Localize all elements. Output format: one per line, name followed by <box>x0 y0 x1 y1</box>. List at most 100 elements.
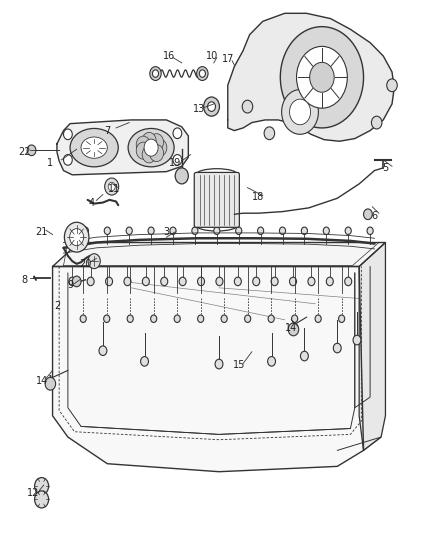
Circle shape <box>236 227 242 235</box>
Circle shape <box>141 357 148 366</box>
Circle shape <box>279 227 286 235</box>
Polygon shape <box>53 266 364 472</box>
Circle shape <box>152 70 159 77</box>
Circle shape <box>387 79 397 92</box>
Circle shape <box>323 227 329 235</box>
Circle shape <box>87 277 94 286</box>
Polygon shape <box>57 120 188 175</box>
Circle shape <box>300 351 308 361</box>
Text: 21: 21 <box>35 227 48 237</box>
FancyBboxPatch shape <box>194 173 239 227</box>
Circle shape <box>72 276 81 287</box>
Circle shape <box>108 182 115 191</box>
Circle shape <box>105 178 119 195</box>
Polygon shape <box>228 13 394 141</box>
Circle shape <box>104 315 110 322</box>
Circle shape <box>45 377 56 390</box>
Text: 5: 5 <box>382 163 389 173</box>
Circle shape <box>82 227 88 235</box>
Circle shape <box>175 168 188 184</box>
Text: 8: 8 <box>21 275 27 285</box>
Circle shape <box>216 277 223 286</box>
Circle shape <box>144 139 158 156</box>
Circle shape <box>80 315 86 322</box>
Circle shape <box>199 70 205 77</box>
Text: 18: 18 <box>252 192 265 202</box>
Circle shape <box>153 139 167 156</box>
Circle shape <box>234 277 241 286</box>
Text: 6: 6 <box>371 211 378 221</box>
Circle shape <box>142 146 156 163</box>
Circle shape <box>345 277 352 286</box>
Circle shape <box>280 27 364 128</box>
Circle shape <box>170 227 176 235</box>
Circle shape <box>197 67 208 80</box>
Text: 4: 4 <box>89 198 95 207</box>
Circle shape <box>353 335 361 345</box>
Circle shape <box>142 132 156 149</box>
Ellipse shape <box>70 128 118 167</box>
Circle shape <box>136 136 150 153</box>
Text: 3: 3 <box>163 227 170 237</box>
Circle shape <box>339 315 345 322</box>
Circle shape <box>297 46 347 108</box>
Circle shape <box>221 315 227 322</box>
Circle shape <box>364 209 372 220</box>
Circle shape <box>64 155 72 165</box>
Circle shape <box>290 99 311 125</box>
Text: 22: 22 <box>18 147 30 157</box>
Circle shape <box>333 343 341 353</box>
Circle shape <box>367 227 373 235</box>
Text: 9: 9 <box>67 280 73 290</box>
Circle shape <box>268 357 276 366</box>
Circle shape <box>253 277 260 286</box>
Circle shape <box>179 277 186 286</box>
Text: 10: 10 <box>206 51 219 61</box>
Circle shape <box>142 277 149 286</box>
Ellipse shape <box>81 137 107 158</box>
Circle shape <box>308 277 315 286</box>
Ellipse shape <box>128 128 174 167</box>
Circle shape <box>290 277 297 286</box>
Circle shape <box>215 359 223 369</box>
Circle shape <box>148 227 154 235</box>
Text: 1: 1 <box>47 158 53 167</box>
Circle shape <box>136 142 150 159</box>
Circle shape <box>198 315 204 322</box>
Circle shape <box>208 102 215 111</box>
Circle shape <box>35 491 49 508</box>
Circle shape <box>268 315 274 322</box>
Circle shape <box>214 227 220 235</box>
Circle shape <box>69 277 76 286</box>
Circle shape <box>99 346 107 356</box>
Circle shape <box>173 155 182 165</box>
Circle shape <box>149 144 163 161</box>
Circle shape <box>106 277 113 286</box>
Circle shape <box>264 127 275 140</box>
Circle shape <box>258 227 264 235</box>
Circle shape <box>204 97 219 116</box>
Text: 20: 20 <box>79 259 92 269</box>
Circle shape <box>149 134 163 151</box>
Polygon shape <box>359 243 385 450</box>
Text: 7: 7 <box>104 126 110 135</box>
Circle shape <box>282 90 318 134</box>
Text: 15: 15 <box>233 360 245 370</box>
Circle shape <box>310 62 334 92</box>
Circle shape <box>198 277 205 286</box>
Circle shape <box>288 323 299 336</box>
Circle shape <box>192 227 198 235</box>
Circle shape <box>64 222 89 252</box>
Polygon shape <box>53 243 385 266</box>
Circle shape <box>371 116 382 129</box>
Circle shape <box>244 315 251 322</box>
Circle shape <box>161 277 168 286</box>
Circle shape <box>151 315 157 322</box>
Circle shape <box>301 227 307 235</box>
Circle shape <box>64 129 72 140</box>
Circle shape <box>292 315 298 322</box>
Circle shape <box>271 277 278 286</box>
Circle shape <box>127 315 133 322</box>
Text: 16: 16 <box>162 51 175 61</box>
Circle shape <box>27 145 36 156</box>
